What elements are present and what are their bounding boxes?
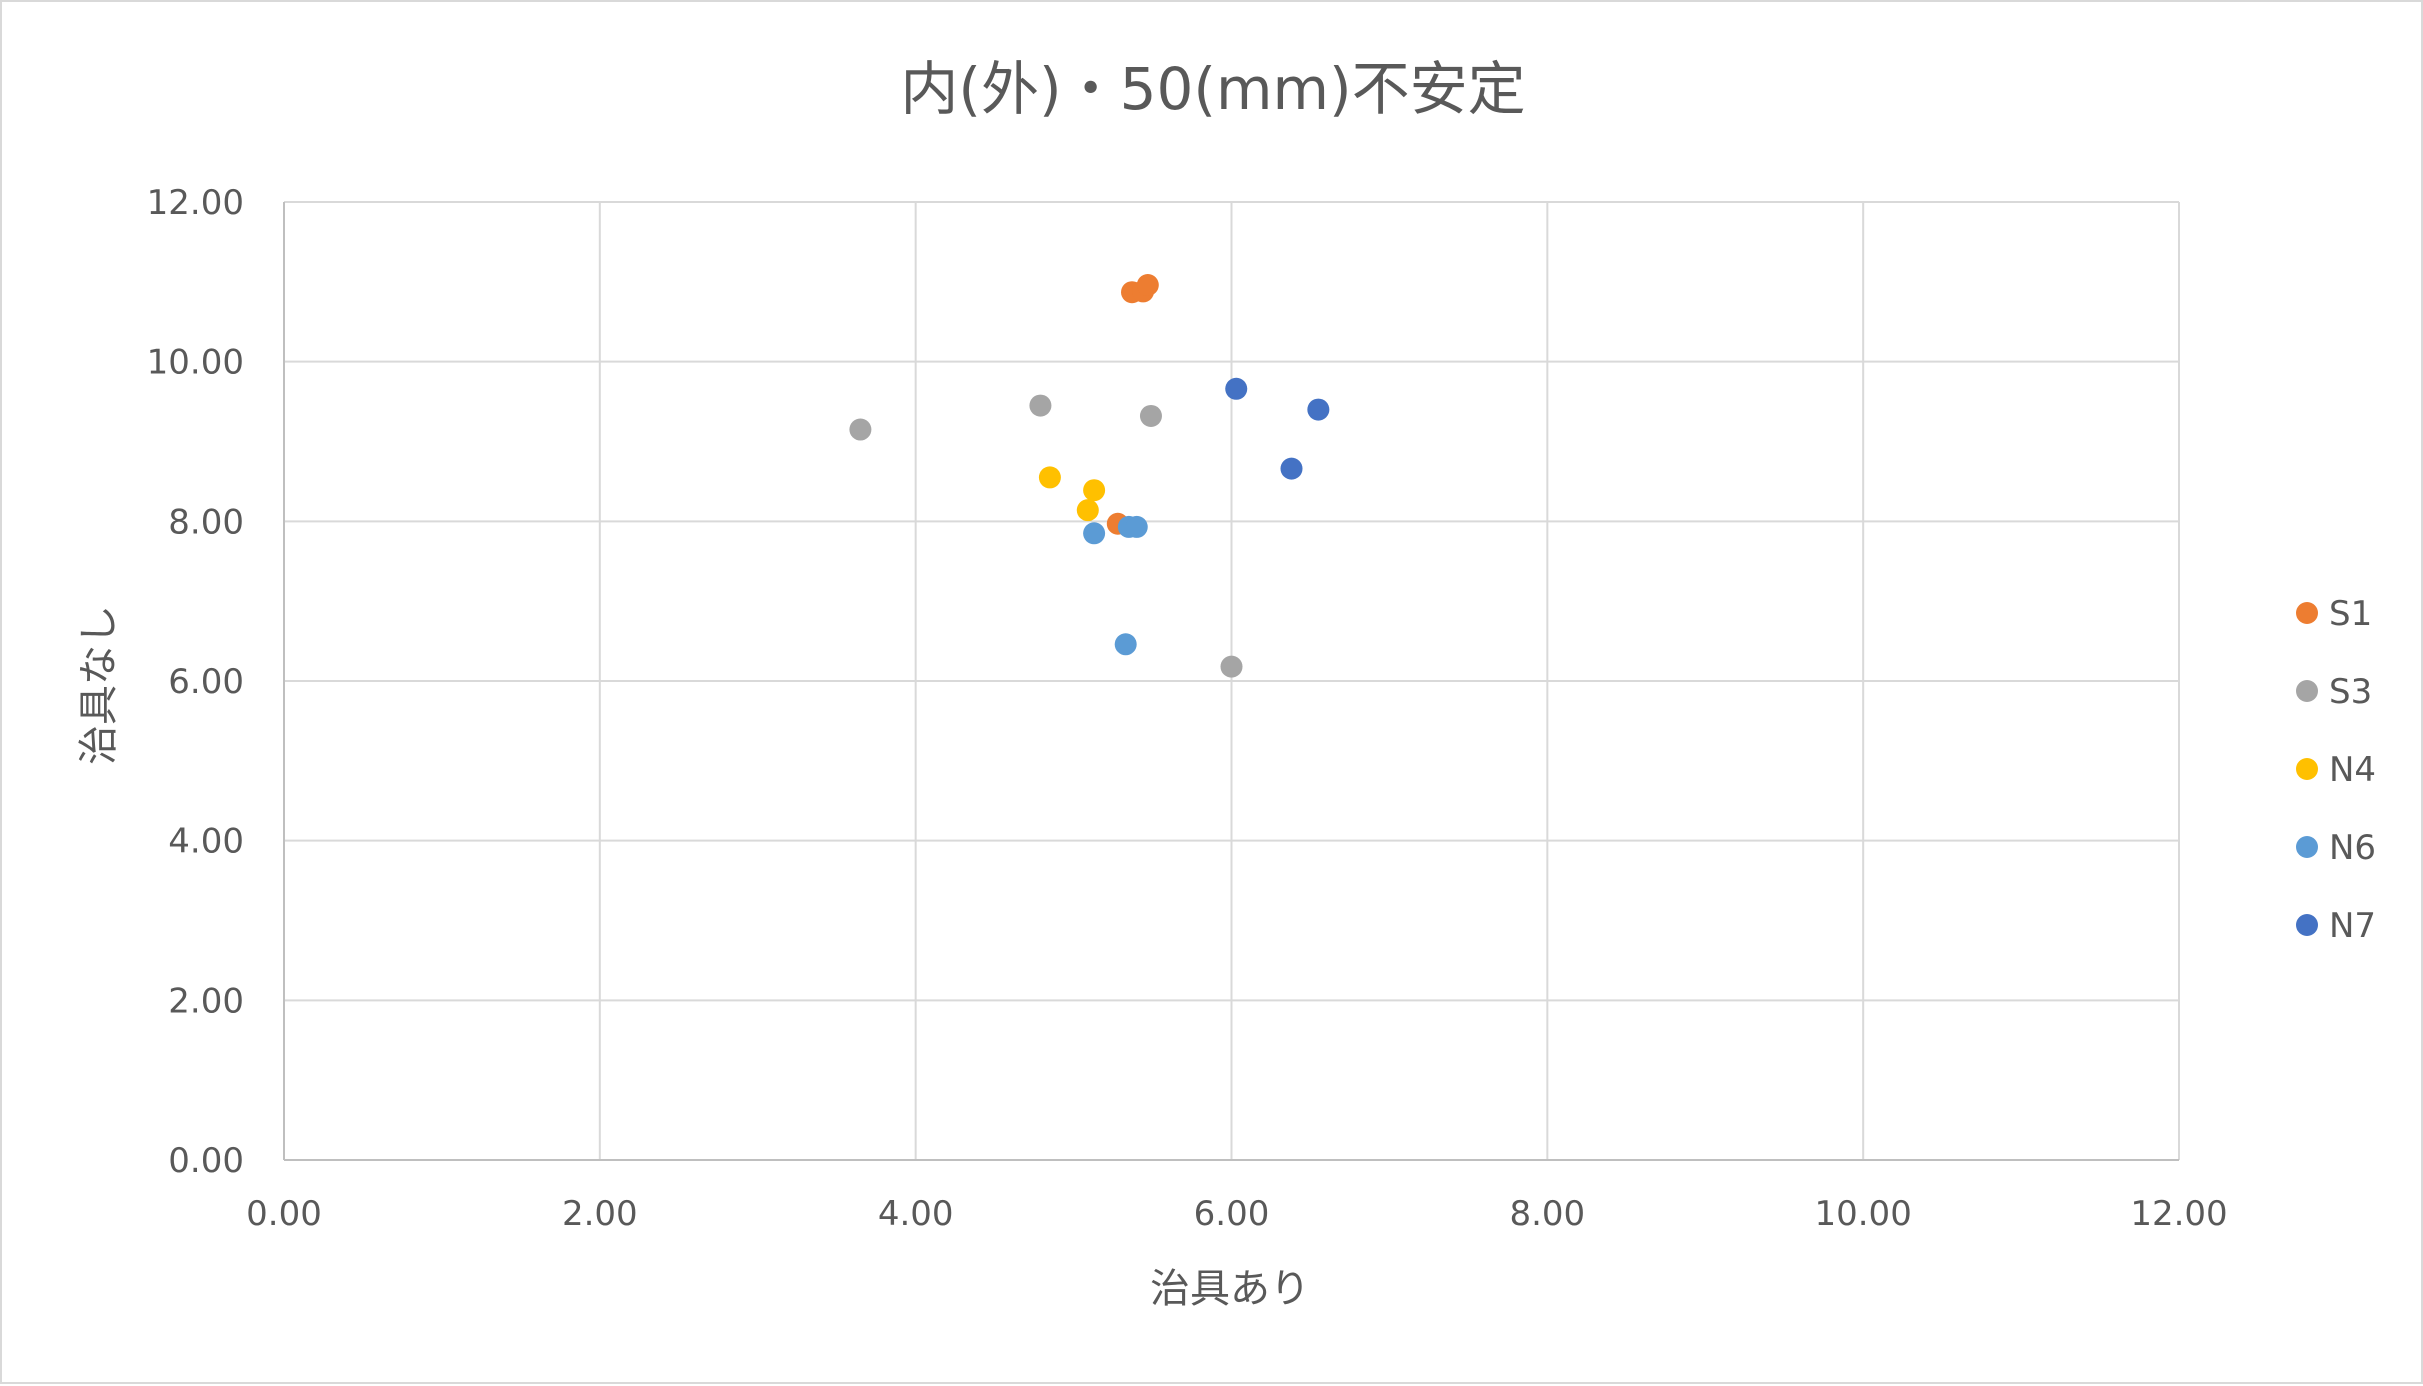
y-tick-label: 0.00: [168, 1141, 244, 1181]
series-s1: [1106, 274, 1159, 535]
data-point: [1307, 398, 1330, 421]
data-point: [1076, 499, 1099, 522]
y-tick-label: 2.00: [168, 981, 244, 1021]
data-point: [1139, 404, 1162, 427]
data-point: [1125, 515, 1148, 538]
x-tick-label: 8.00: [1509, 1194, 1585, 1234]
x-axis-title: 治具あり: [1150, 1266, 1310, 1312]
y-tick-label: 6.00: [168, 662, 244, 702]
y-tick-label: 12.00: [147, 183, 244, 223]
x-tick-label: 12.00: [2130, 1194, 2227, 1234]
series-s3: [849, 394, 1243, 678]
data-point: [1280, 457, 1303, 480]
y-tick-labels: 0.00 2.00 4.00 6.00 8.00 10.00 12.00: [147, 183, 244, 1181]
data-point: [1038, 466, 1061, 489]
data-point: [1220, 655, 1243, 678]
legend-label: N6: [2329, 828, 2376, 868]
x-tick-label: 2.00: [562, 1194, 638, 1234]
legend-label: S1: [2329, 594, 2372, 634]
legend-item-n6: N6: [2296, 828, 2376, 868]
data-point: [1136, 274, 1159, 297]
y-tick-label: 8.00: [168, 502, 244, 542]
legend-label: N4: [2329, 750, 2376, 790]
data-point: [1083, 522, 1106, 545]
legend-label: N7: [2329, 906, 2376, 946]
legend-marker: [2296, 680, 2318, 702]
chart-title: 内(外)・50(mm)不安定: [900, 55, 1525, 123]
x-tick-label: 6.00: [1194, 1194, 1270, 1234]
x-tick-label: 0.00: [246, 1194, 322, 1234]
y-tick-label: 10.00: [147, 343, 244, 383]
data-point: [1029, 394, 1052, 417]
legend-item-n4: N4: [2296, 750, 2376, 790]
legend-label: S3: [2329, 672, 2372, 712]
series-n6: [1083, 515, 1148, 656]
data-point: [1083, 479, 1106, 502]
legend-item-s3: S3: [2296, 672, 2372, 712]
legend-marker: [2296, 758, 2318, 780]
legend-item-s1: S1: [2296, 594, 2372, 634]
data-point: [1225, 377, 1248, 400]
series-n7: [1225, 377, 1330, 480]
x-tick-label: 4.00: [878, 1194, 954, 1234]
data-points: [849, 274, 1330, 678]
gridlines: [284, 201, 2180, 1160]
legend-marker: [2296, 602, 2318, 624]
x-tick-label: 10.00: [1814, 1194, 1911, 1234]
y-tick-label: 4.00: [168, 822, 244, 862]
legend-item-n7: N7: [2296, 906, 2376, 946]
y-axis-title: 治具なし: [76, 605, 122, 765]
data-point: [849, 418, 872, 441]
legend-marker: [2296, 836, 2318, 858]
legend: S1 S3 N4 N6 N7: [2296, 594, 2376, 946]
axes: [283, 202, 2179, 1161]
legend-marker: [2296, 914, 2318, 936]
series-n4: [1038, 466, 1106, 522]
x-tick-labels: 0.00 2.00 4.00 6.00 8.00 10.00 12.00: [246, 1194, 2228, 1234]
data-point: [1114, 633, 1137, 656]
